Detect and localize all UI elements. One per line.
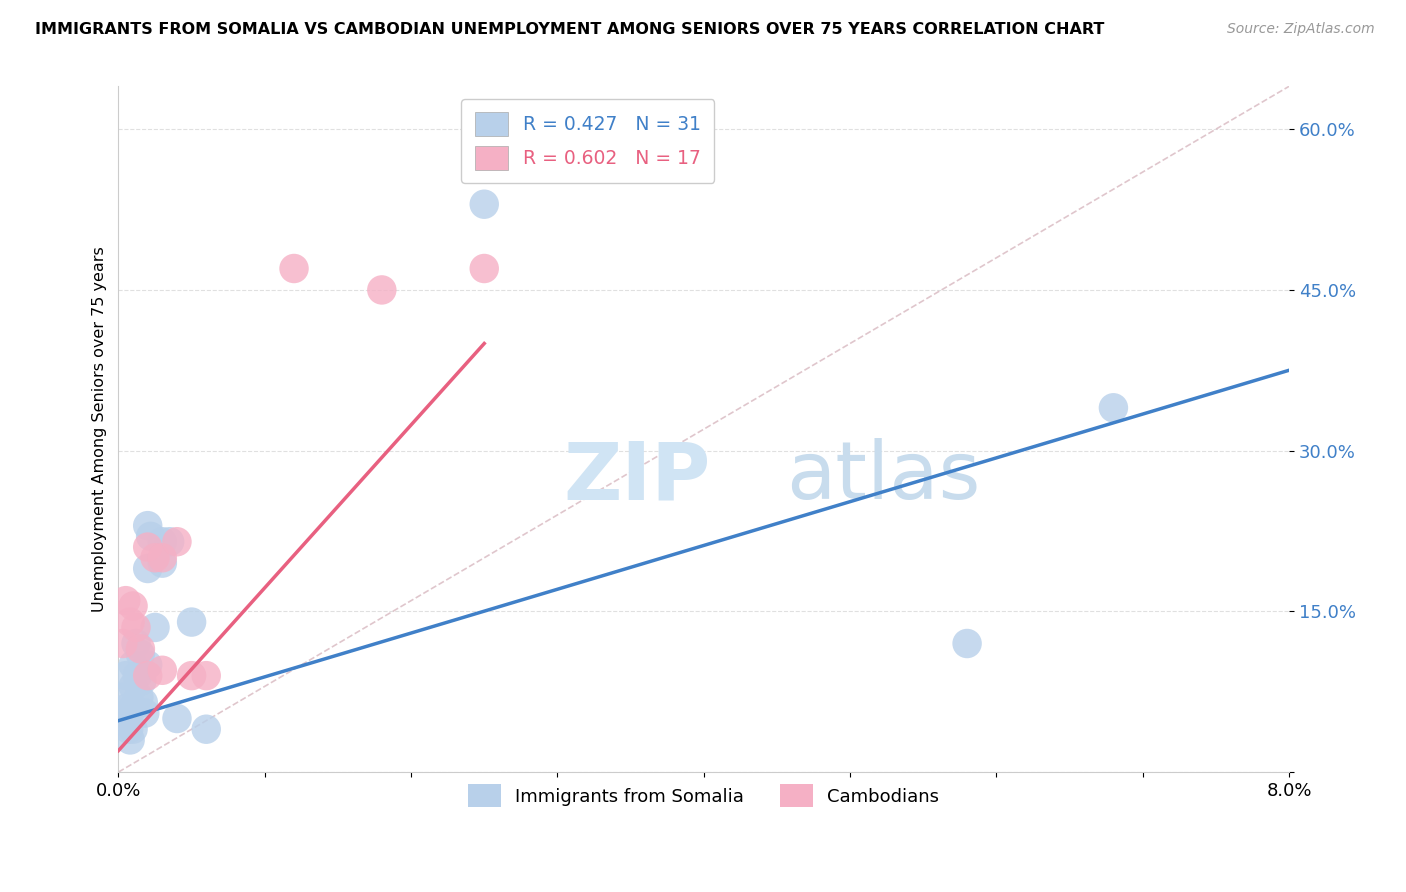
Point bbox=[150, 550, 173, 565]
Point bbox=[125, 620, 148, 634]
Point bbox=[118, 723, 141, 737]
Point bbox=[127, 668, 149, 682]
Point bbox=[136, 540, 159, 554]
Point bbox=[150, 663, 173, 677]
Point bbox=[472, 261, 495, 276]
Point bbox=[115, 700, 138, 714]
Point bbox=[136, 561, 159, 575]
Point bbox=[136, 518, 159, 533]
Point bbox=[134, 706, 156, 720]
Legend: Immigrants from Somalia, Cambodians: Immigrants from Somalia, Cambodians bbox=[461, 777, 946, 814]
Point bbox=[122, 679, 145, 693]
Point bbox=[112, 711, 135, 725]
Point bbox=[1102, 401, 1125, 415]
Point bbox=[122, 723, 145, 737]
Point bbox=[136, 657, 159, 672]
Point bbox=[136, 668, 159, 682]
Point bbox=[122, 700, 145, 714]
Point bbox=[143, 550, 166, 565]
Point bbox=[956, 636, 979, 650]
Text: IMMIGRANTS FROM SOMALIA VS CAMBODIAN UNEMPLOYMENT AMONG SENIORS OVER 75 YEARS CO: IMMIGRANTS FROM SOMALIA VS CAMBODIAN UNE… bbox=[35, 22, 1105, 37]
Point bbox=[111, 690, 134, 704]
Point bbox=[122, 599, 145, 613]
Point bbox=[139, 529, 162, 543]
Point bbox=[195, 723, 218, 737]
Point bbox=[129, 641, 152, 656]
Y-axis label: Unemployment Among Seniors over 75 years: Unemployment Among Seniors over 75 years bbox=[93, 246, 107, 612]
Point bbox=[283, 261, 305, 276]
Text: Source: ZipAtlas.com: Source: ZipAtlas.com bbox=[1227, 22, 1375, 37]
Point bbox=[125, 636, 148, 650]
Point bbox=[371, 283, 394, 297]
Point bbox=[128, 690, 150, 704]
Point bbox=[129, 647, 152, 661]
Text: ZIP: ZIP bbox=[564, 438, 710, 516]
Point bbox=[195, 668, 218, 682]
Point bbox=[131, 673, 153, 688]
Point bbox=[166, 534, 188, 549]
Point bbox=[472, 197, 495, 211]
Point bbox=[143, 620, 166, 634]
Point bbox=[114, 668, 136, 682]
Point bbox=[150, 556, 173, 570]
Point bbox=[111, 636, 134, 650]
Point bbox=[166, 711, 188, 725]
Text: atlas: atlas bbox=[786, 438, 980, 516]
Point bbox=[150, 534, 173, 549]
Point bbox=[180, 668, 202, 682]
Point bbox=[120, 615, 142, 629]
Point bbox=[159, 534, 181, 549]
Point bbox=[180, 615, 202, 629]
Point bbox=[122, 657, 145, 672]
Point bbox=[114, 593, 136, 607]
Point bbox=[120, 733, 142, 747]
Point bbox=[132, 695, 155, 709]
